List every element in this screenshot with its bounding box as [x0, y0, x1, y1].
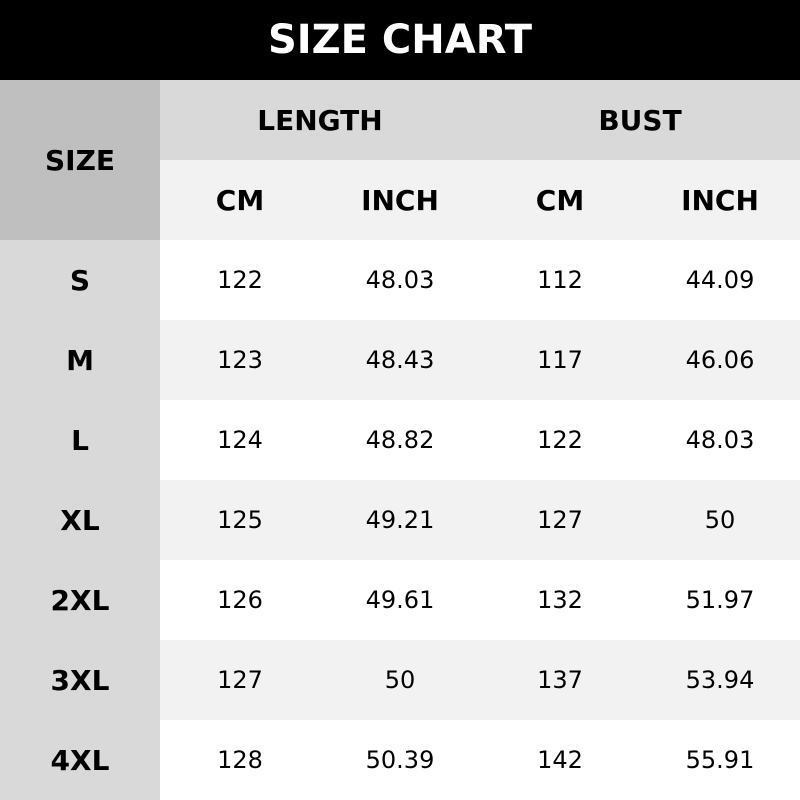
unit-header: INCH: [320, 160, 480, 240]
size-label: M: [0, 320, 160, 400]
table-cell: 127: [160, 640, 320, 720]
table-cell: 48.82: [320, 400, 480, 480]
table-cell: 122: [160, 240, 320, 320]
table-cell: 50: [640, 480, 800, 560]
table-cell: 127: [480, 480, 640, 560]
table-cell: 53.94: [640, 640, 800, 720]
table-cell: 51.97: [640, 560, 800, 640]
table-cell: 125: [160, 480, 320, 560]
size-label: XL: [0, 480, 160, 560]
table-cell: 123: [160, 320, 320, 400]
table-cell: 137: [480, 640, 640, 720]
table-cell: 142: [480, 720, 640, 800]
table-cell: 50: [320, 640, 480, 720]
size-label: 3XL: [0, 640, 160, 720]
table-cell: 112: [480, 240, 640, 320]
size-header: SIZE: [0, 80, 160, 240]
table-cell: 48.43: [320, 320, 480, 400]
table-cell: 132: [480, 560, 640, 640]
bust-header: BUST: [480, 80, 800, 160]
table-cell: 117: [480, 320, 640, 400]
table-cell: 49.61: [320, 560, 480, 640]
table-cell: 50.39: [320, 720, 480, 800]
table-cell: 46.06: [640, 320, 800, 400]
table-cell: 128: [160, 720, 320, 800]
size-label: 2XL: [0, 560, 160, 640]
unit-header: INCH: [640, 160, 800, 240]
table-cell: 122: [480, 400, 640, 480]
table-cell: 55.91: [640, 720, 800, 800]
table-cell: 49.21: [320, 480, 480, 560]
length-header: LENGTH: [160, 80, 480, 160]
table-cell: 44.09: [640, 240, 800, 320]
unit-header: CM: [480, 160, 640, 240]
table-cell: 48.03: [320, 240, 480, 320]
size-label: 4XL: [0, 720, 160, 800]
table-cell: 126: [160, 560, 320, 640]
size-label: S: [0, 240, 160, 320]
table-cell: 124: [160, 400, 320, 480]
unit-header: CM: [160, 160, 320, 240]
size-label: L: [0, 400, 160, 480]
size-table: SIZE LENGTH BUST CM INCH CM INCH S 122 48.…: [0, 80, 800, 800]
table-cell: 48.03: [640, 400, 800, 480]
page-title: SIZE CHART: [0, 0, 800, 80]
